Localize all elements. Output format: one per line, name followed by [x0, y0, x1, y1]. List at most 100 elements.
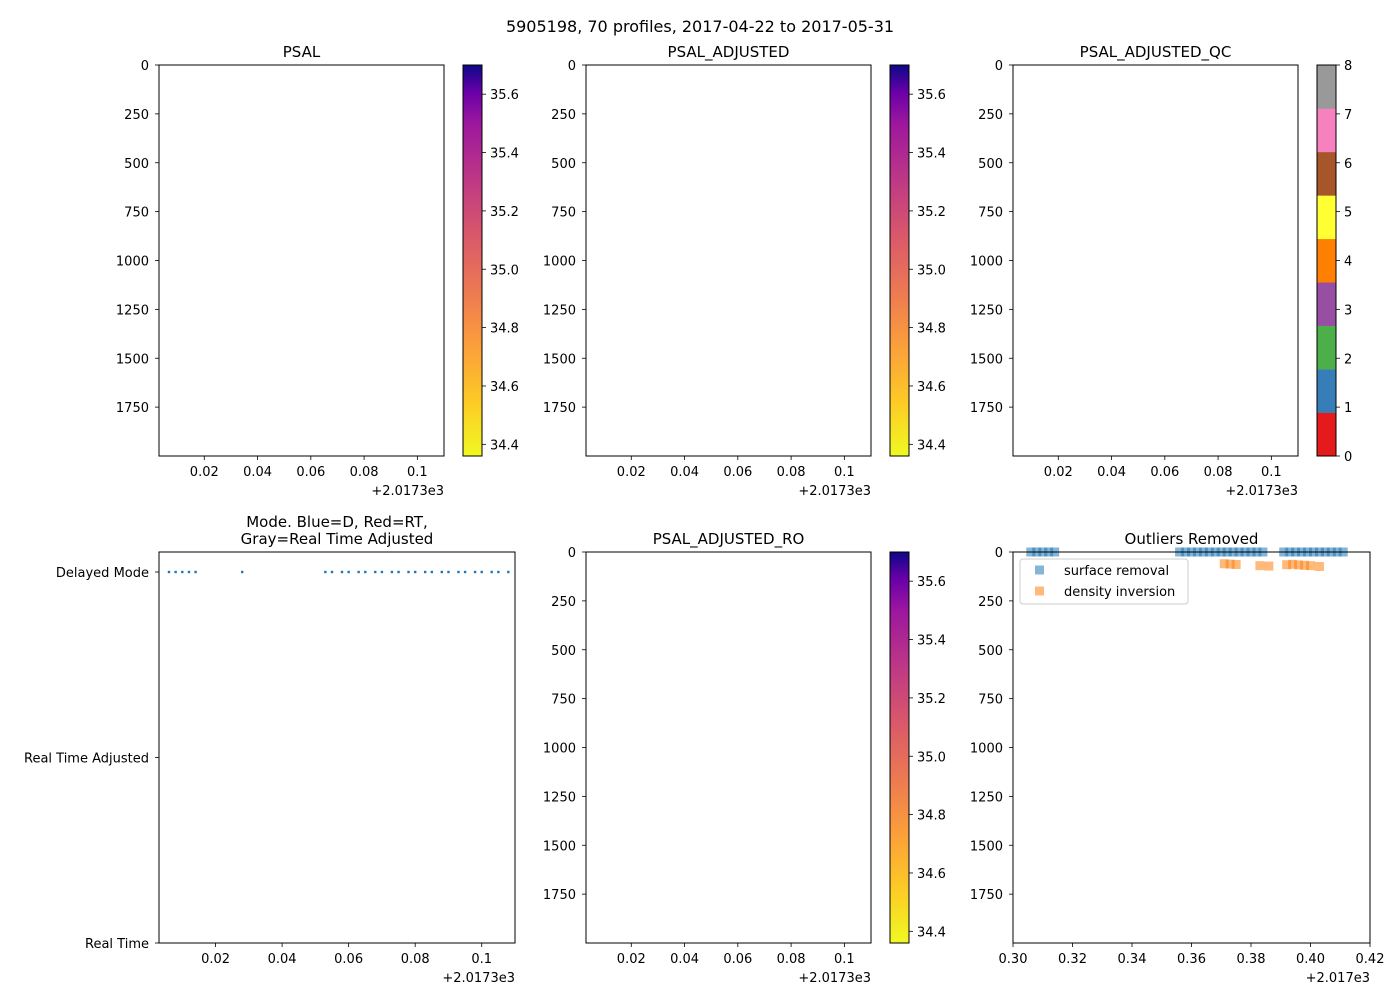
- y-tick-label: 250: [978, 108, 1003, 123]
- colorbar-gradient: [890, 65, 909, 456]
- colorbar-tick-label: 35.4: [917, 147, 946, 162]
- x-tick-label: 0.04: [268, 952, 297, 967]
- x-tick-label: 0.32: [1058, 952, 1087, 967]
- y-tick-label: 1000: [970, 742, 1003, 757]
- mode-point: [413, 570, 417, 574]
- mode-point: [440, 570, 444, 574]
- x-tick-label: 0.08: [350, 465, 379, 480]
- y-tick-label: 1250: [543, 303, 576, 318]
- y-tick-label: 1000: [970, 255, 1003, 270]
- y-tick-label: 1000: [543, 255, 576, 270]
- y-tick-label: 1750: [970, 401, 1003, 416]
- x-tick-label: 0.40: [1296, 952, 1325, 967]
- y-tick-label: Real Time: [85, 937, 149, 952]
- mode-point: [187, 570, 191, 574]
- y-tick-label: 1750: [116, 401, 149, 416]
- mode-point: [340, 570, 344, 574]
- colorbar-tick-label: 35.6: [490, 88, 519, 103]
- legend-box: [1019, 558, 1189, 605]
- x-offset-label: +2.0173e3: [442, 971, 515, 986]
- plot-area: [159, 552, 515, 943]
- legend-label: surface removal: [1064, 564, 1169, 579]
- colorbar-tick-label: 34.4: [490, 438, 519, 453]
- chart-mode: Mode. Blue=D, Red=RT,Gray=Real Time Adju…: [24, 513, 516, 986]
- colorbar-frame: [889, 551, 910, 944]
- mode-point: [330, 570, 334, 574]
- colorbar-tick-label: 35.0: [917, 263, 946, 278]
- y-tick-label: 750: [124, 206, 149, 221]
- mode-point: [430, 570, 434, 574]
- x-tick-label: 0.1: [471, 952, 492, 967]
- colorbar-tick-label: 35.2: [917, 205, 946, 220]
- legend-label: density inversion: [1064, 585, 1175, 600]
- chart-title: PSAL_ADJUSTED: [668, 43, 790, 62]
- mode-point: [240, 570, 244, 574]
- chart-title: PSAL: [283, 43, 321, 61]
- chart-title: Gray=Real Time Adjusted: [241, 530, 434, 548]
- density-inversion-point: [1314, 561, 1324, 571]
- x-tick-label: 0.08: [777, 952, 806, 967]
- mode-point: [507, 570, 510, 574]
- chart-psal: PSAL 0.02 0.04 0.06 0.08 0.1 +2.0173e3 0 250 500 7…: [116, 43, 519, 499]
- x-tick-label: 0.02: [1044, 465, 1073, 480]
- y-tick-label: 750: [551, 206, 576, 221]
- y-tick-label: 250: [978, 595, 1003, 610]
- colorbar-segment: [1317, 108, 1336, 153]
- chart-psal_adjusted_ro: PSAL_ADJUSTED_RO 0.02 0.04 0.06 0.08 0.1 +2.01…: [543, 530, 946, 986]
- colorbar-tick-label: 34.8: [917, 809, 946, 824]
- chart-title: PSAL_ADJUSTED_RO: [653, 530, 805, 549]
- x-tick-label: 0.38: [1237, 952, 1266, 967]
- y-tick-label: 500: [978, 157, 1003, 172]
- y-tick-label: 1250: [116, 303, 149, 318]
- colorbar-tick-label: 8: [1344, 59, 1352, 74]
- colorbar-frame: [889, 64, 910, 457]
- colorbar-segment: [1317, 412, 1336, 457]
- colorbar-tick-label: 34.8: [490, 322, 519, 337]
- plot-frame: [158, 551, 516, 944]
- y-tick-label: 1000: [543, 742, 576, 757]
- colorbar-tick-label: 6: [1344, 157, 1352, 172]
- colorbar-gradient: [463, 65, 482, 456]
- x-tick-label: 0.1: [834, 465, 855, 480]
- x-tick-label: 0.36: [1177, 952, 1206, 967]
- x-tick-label: 0.06: [1150, 465, 1179, 480]
- y-tick-label: 250: [124, 108, 149, 123]
- x-tick-label: 0.06: [723, 952, 752, 967]
- colorbar: 0 1 2 3 4 5 6 7 8: [1316, 59, 1352, 465]
- colorbar-tick-label: 34.6: [917, 867, 946, 882]
- x-tick-label: 0.06: [334, 952, 363, 967]
- mode-point: [364, 570, 367, 574]
- mode-point: [480, 570, 483, 574]
- x-offset-label: +2.0173e3: [798, 484, 871, 499]
- colorbar-frame: [462, 64, 483, 457]
- mode-point: [423, 570, 427, 574]
- mode-point: [447, 570, 450, 574]
- colorbar-tick-label: 0: [1344, 450, 1352, 465]
- mode-point: [407, 570, 410, 574]
- chart-title: Outliers Removed: [1125, 530, 1259, 548]
- colorbar-segment: [1317, 369, 1336, 413]
- x-offset-label: +2.017e3: [1306, 971, 1370, 986]
- x-offset-label: +2.0173e3: [1225, 484, 1298, 499]
- mode-point: [397, 570, 400, 574]
- chart-title: PSAL_ADJUSTED_QC: [1080, 43, 1232, 62]
- y-tick-label: Real Time Adjusted: [24, 752, 149, 767]
- colorbar-segment: [1317, 282, 1336, 326]
- figure-suptitle: 5905198, 70 profiles, 2017-04-22 to 2017…: [506, 17, 894, 36]
- y-tick-label: 1500: [543, 352, 576, 367]
- x-tick-label: 0.08: [777, 465, 806, 480]
- colorbar-tick-label: 2: [1344, 352, 1352, 367]
- density-inversion-point: [1255, 561, 1265, 571]
- plot-frame: [585, 551, 872, 944]
- colorbar-tick-label: 35.2: [490, 205, 519, 220]
- y-tick-label: 1500: [543, 839, 576, 854]
- legend: surface removal density inversion: [1019, 558, 1189, 605]
- plot-frame: [158, 64, 445, 457]
- colorbar-tick-label: 7: [1344, 108, 1352, 123]
- y-tick-label: 0: [995, 546, 1003, 561]
- y-tick-label: 750: [978, 693, 1003, 708]
- mode-point: [457, 570, 460, 574]
- plot-frame: [585, 64, 872, 457]
- mode-point: [490, 570, 493, 574]
- x-tick-label: 0.02: [190, 465, 219, 480]
